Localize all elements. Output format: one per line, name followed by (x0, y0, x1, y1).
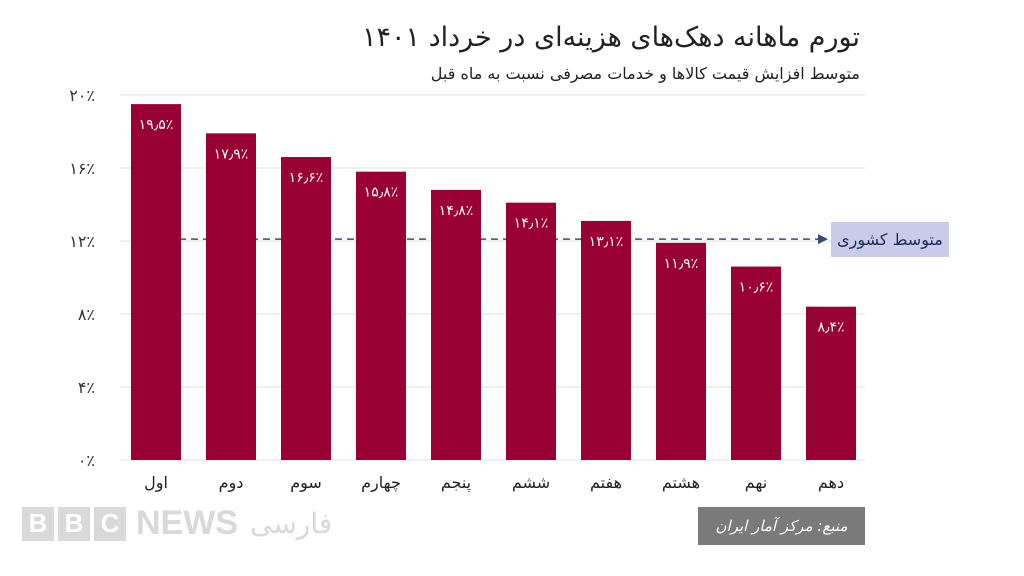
y-tick-label: ۱۶٪ (69, 159, 95, 178)
bar (506, 202, 556, 461)
y-tick-label: ۴٪ (78, 378, 95, 397)
bar-value-label: ۱۶٫۶٪ (289, 170, 324, 186)
bar (356, 171, 406, 460)
category-label: سوم (290, 473, 322, 493)
chart-title: تورم ماهانه دهک‌های هزینه‌ای در خرداد ۱۴… (361, 22, 860, 53)
bar-value-label: ۱۱٫۹٪ (664, 256, 699, 272)
bar (131, 104, 181, 460)
bar (656, 242, 706, 460)
bar (431, 189, 481, 460)
average-line-label: متوسط کشوری (831, 222, 949, 257)
category-label: چهارم (361, 473, 401, 493)
bar-value-label: ۱۴٫۸٪ (439, 203, 474, 219)
category-label: ششم (512, 473, 550, 492)
bar-value-label: ۱۳٫۱٪ (589, 234, 624, 250)
bar (281, 157, 331, 461)
category-label: دوم (219, 473, 244, 493)
category-label: پنجم (441, 473, 471, 493)
category-label: نهم (745, 473, 767, 493)
y-tick-label: ۰٪ (78, 451, 95, 470)
category-label: دهم (818, 473, 844, 492)
bar (581, 220, 631, 460)
y-tick-label: ۲۰٪ (69, 86, 95, 105)
chart-subtitle: متوسط افزایش قیمت کالاها و خدمات مصرفی ن… (430, 64, 860, 83)
bar-value-label: ۱۷٫۹٪ (214, 146, 249, 162)
arrow-icon (818, 234, 828, 245)
category-label: هشتم (662, 473, 700, 492)
bar-value-label: ۸٫۴٪ (817, 320, 844, 336)
source-note: منبع: مرکز آمار ایران (698, 507, 865, 545)
bar (206, 133, 256, 460)
bar-value-label: ۱۹٫۵٪ (139, 117, 174, 133)
bar-value-label: ۱۰٫۶٪ (739, 280, 774, 296)
bar (731, 266, 781, 460)
bar-value-label: ۱۵٫۸٪ (364, 185, 399, 201)
category-label: اول (144, 473, 168, 493)
y-tick-label: ۱۲٪ (69, 232, 95, 251)
category-label: هفتم (590, 473, 622, 492)
bar (806, 306, 856, 460)
y-tick-label: ۸٪ (78, 305, 95, 324)
bar-value-label: ۱۴٫۱٪ (514, 216, 549, 232)
